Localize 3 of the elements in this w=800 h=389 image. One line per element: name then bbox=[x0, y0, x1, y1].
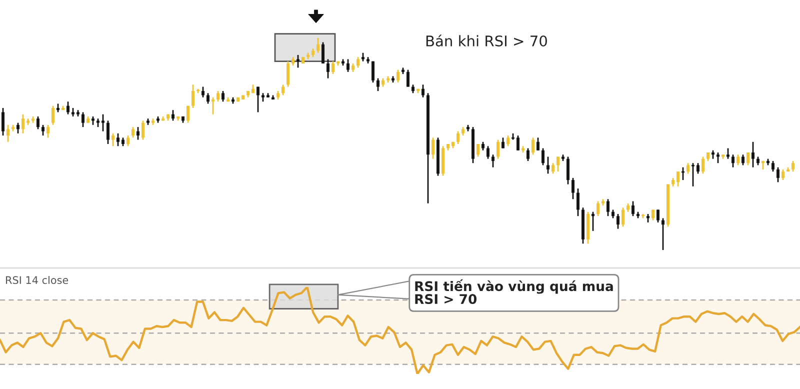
chart-title: RSI 14 close bbox=[6, 276, 68, 284]
annotation: Bán khi RSI > 70 bbox=[426, 34, 547, 46]
annotation: RSI tiến vào vùng quá mua RSI > 70 bbox=[415, 279, 613, 304]
